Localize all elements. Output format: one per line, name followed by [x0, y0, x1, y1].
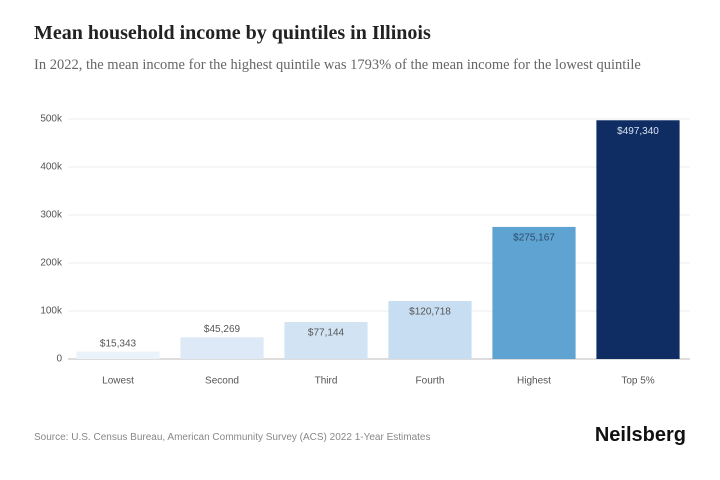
x-tick-label: Top 5% — [621, 376, 654, 387]
value-label: $77,144 — [308, 328, 345, 339]
y-tick-label: 100k — [40, 306, 63, 317]
chart: 0 100k 200k 300k 400k 500k Lowest $15,343 Second… — [40, 114, 690, 387]
x-tick-label: Second — [205, 376, 239, 387]
x-tick-label: Fourth — [416, 376, 445, 387]
y-tick-label: 300k — [40, 210, 63, 221]
y-tick-label: 400k — [40, 162, 63, 173]
chart-subtitle: In 2022, the mean income for the highest… — [34, 57, 641, 73]
value-label: $120,718 — [409, 307, 451, 318]
x-tick-label: Lowest — [102, 376, 134, 387]
bar — [388, 301, 472, 359]
chart-title: Mean household income by quintiles in Il… — [34, 22, 431, 44]
bar — [76, 351, 160, 359]
bar — [180, 337, 264, 359]
value-label: $497,340 — [617, 126, 659, 137]
y-tick-label: 200k — [40, 258, 63, 269]
value-label: $45,269 — [204, 324, 241, 335]
brand-logo: Neilsberg — [594, 424, 686, 446]
bar — [284, 321, 368, 359]
x-tick-label: Highest — [517, 376, 551, 387]
value-label: $15,343 — [100, 338, 137, 349]
bar — [596, 120, 680, 360]
source-note: Source: U.S. Census Bureau, American Com… — [34, 432, 431, 443]
value-label: $275,167 — [513, 233, 555, 244]
y-tick-label: 0 — [56, 354, 62, 365]
bar — [492, 226, 576, 359]
x-tick-label: Third — [315, 376, 338, 387]
y-tick-label: 500k — [40, 114, 63, 125]
